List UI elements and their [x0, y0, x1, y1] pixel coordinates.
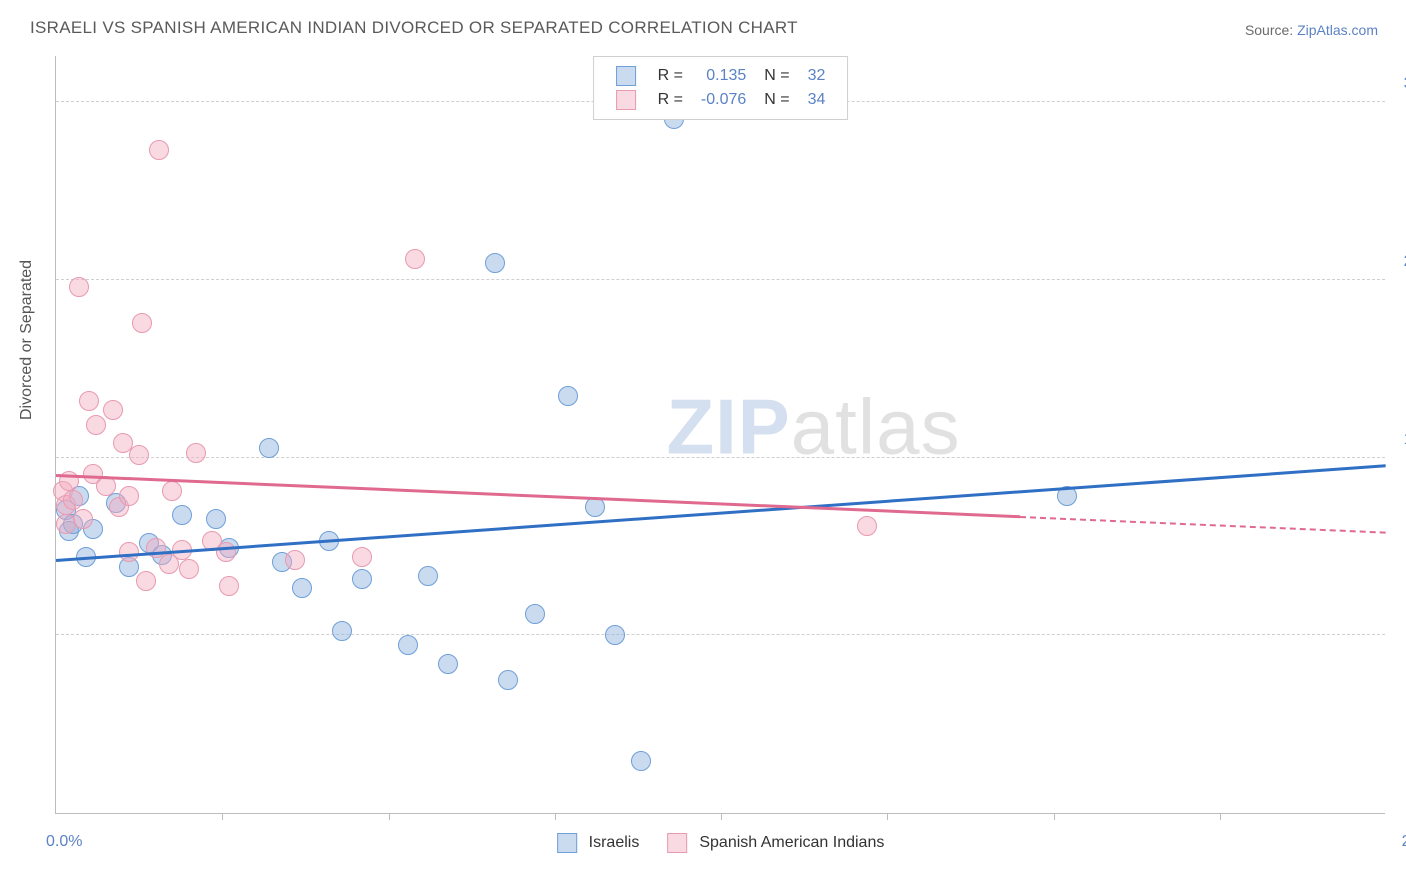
- x-tick: [389, 813, 390, 820]
- x-axis-min-label: 0.0%: [46, 833, 82, 851]
- data-point: [398, 635, 418, 655]
- trend-line: [56, 474, 1020, 518]
- data-point: [136, 571, 156, 591]
- y-tick-label: 7.5%: [1389, 608, 1406, 626]
- data-point: [179, 559, 199, 579]
- r-value: 0.135: [693, 65, 754, 87]
- data-point: [162, 481, 182, 501]
- data-point: [485, 253, 505, 273]
- data-point: [352, 569, 372, 589]
- x-tick: [222, 813, 223, 820]
- source-attribution: Source: ZipAtlas.com: [1245, 22, 1378, 38]
- data-point: [186, 443, 206, 463]
- y-tick-label: 22.5%: [1389, 253, 1406, 271]
- data-point: [285, 550, 305, 570]
- data-point: [129, 445, 149, 465]
- y-tick-label: 15.0%: [1389, 431, 1406, 449]
- r-value: -0.076: [693, 89, 754, 111]
- data-point: [103, 400, 123, 420]
- data-point: [86, 415, 106, 435]
- gridline: [56, 634, 1385, 635]
- legend-stats-box: R =0.135N =32R =-0.076N =34: [593, 56, 849, 120]
- gridline: [56, 457, 1385, 458]
- data-point: [585, 497, 605, 517]
- n-label: N =: [756, 65, 797, 87]
- data-point: [405, 249, 425, 269]
- source-label: Source:: [1245, 22, 1293, 38]
- trend-line: [56, 465, 1386, 562]
- data-point: [219, 576, 239, 596]
- legend-item: Spanish American Indians: [667, 833, 884, 853]
- data-point: [558, 386, 578, 406]
- legend-label: Spanish American Indians: [699, 834, 884, 852]
- data-point: [132, 313, 152, 333]
- legend-label: Israelis: [589, 834, 640, 852]
- y-tick-label: 30.0%: [1389, 75, 1406, 93]
- chart-title: ISRAELI VS SPANISH AMERICAN INDIAN DIVOR…: [30, 18, 798, 38]
- legend-item: Israelis: [557, 833, 640, 853]
- legend-swatch: [616, 66, 636, 86]
- data-point: [332, 621, 352, 641]
- data-point: [418, 566, 438, 586]
- x-tick: [1054, 813, 1055, 820]
- data-point: [352, 547, 372, 567]
- data-point: [63, 490, 83, 510]
- watermark: ZIPatlas: [666, 381, 960, 472]
- legend-swatch: [667, 833, 687, 853]
- r-label: R =: [650, 65, 691, 87]
- x-axis-max-label: 20.0%: [1402, 833, 1406, 851]
- data-point: [69, 277, 89, 297]
- data-point: [79, 391, 99, 411]
- data-point: [292, 578, 312, 598]
- data-point: [259, 438, 279, 458]
- data-point: [172, 505, 192, 525]
- legend-stat-row: R =0.135N =32: [608, 65, 834, 87]
- x-tick: [1220, 813, 1221, 820]
- gridline: [56, 279, 1385, 280]
- data-point: [206, 509, 226, 529]
- n-value: 34: [800, 89, 834, 111]
- y-axis-label: Divorced or Separated: [18, 260, 36, 420]
- data-point: [438, 654, 458, 674]
- trend-line: [1020, 516, 1386, 534]
- legend-swatch: [557, 833, 577, 853]
- data-point: [631, 751, 651, 771]
- x-tick: [887, 813, 888, 820]
- data-point: [119, 486, 139, 506]
- n-label: N =: [756, 89, 797, 111]
- legend-swatch: [616, 90, 636, 110]
- data-point: [96, 476, 116, 496]
- data-point: [73, 509, 93, 529]
- x-tick: [721, 813, 722, 820]
- data-point: [525, 604, 545, 624]
- legend-stat-row: R =-0.076N =34: [608, 89, 834, 111]
- data-point: [149, 140, 169, 160]
- data-point: [857, 516, 877, 536]
- r-label: R =: [650, 89, 691, 111]
- x-tick: [555, 813, 556, 820]
- scatter-plot-area: ZIPatlas R =0.135N =32R =-0.076N =34 Isr…: [55, 56, 1385, 814]
- n-value: 32: [800, 65, 834, 87]
- data-point: [498, 670, 518, 690]
- source-link[interactable]: ZipAtlas.com: [1297, 22, 1378, 38]
- legend-bottom: Israelis Spanish American Indians: [557, 833, 885, 853]
- data-point: [605, 625, 625, 645]
